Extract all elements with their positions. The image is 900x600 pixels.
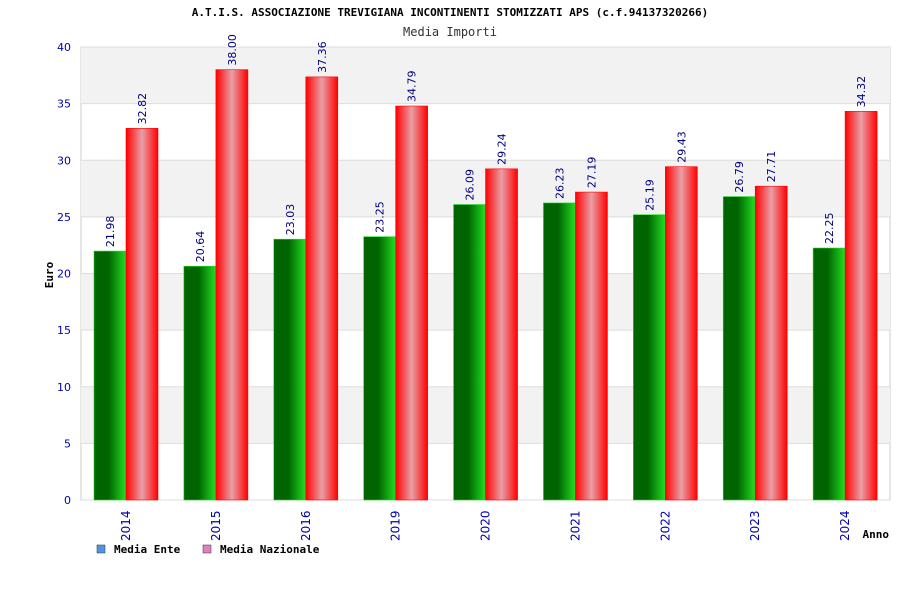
bar-media-nazionale [575,191,608,501]
bar-value-label: 23.25 [374,201,387,233]
bar-media-ente [183,265,217,501]
y-axis-label: Euro [43,261,56,288]
bar-value-label: 29.43 [675,131,688,163]
bar-value-label: 27.19 [585,157,598,189]
x-tick-label: 2023 [748,510,762,541]
x-tick-label: 2019 [389,510,403,541]
legend-label-ente: Media Ente [114,543,181,556]
legend: Media Ente Media Nazionale [96,543,320,556]
bar-value-label: 26.23 [553,167,566,199]
x-tick-label: 2014 [119,510,133,541]
x-tick-label: 2022 [658,510,672,541]
bar-value-label: 23.03 [284,204,297,236]
y-tick-label: 15 [57,324,71,337]
bar-value-label: 27.71 [765,151,778,183]
bar-media-nazionale [665,166,698,501]
y-tick-label: 25 [57,211,71,224]
bar-value-label: 21.98 [104,216,117,248]
x-axis-ticks: 2014 2015 2016 2019 2020 2021 2022 2023 2024 [119,510,852,541]
legend-swatch-nazionale [202,544,212,554]
bar-media-nazionale [215,69,249,501]
bar-media-ente [633,214,666,501]
bar-media-nazionale [485,168,518,501]
y-tick-label: 10 [57,381,71,394]
bar-value-label: 32.82 [136,93,149,125]
bar-media-nazionale [125,128,159,501]
bar-media-ente [273,238,307,501]
bar-value-label: 22.25 [823,213,836,245]
bar-value-label: 20.64 [194,231,207,263]
bar-media-ente [812,247,846,501]
bar-value-label: 26.79 [733,161,746,193]
bar-media-nazionale [305,76,339,501]
bar-media-nazionale [844,111,878,501]
bar-value-label: 34.79 [406,71,419,103]
x-axis-label: Anno [863,528,890,541]
plot-band [81,47,890,104]
bar-value-label: 38.00 [226,34,239,66]
bar-media-ente [93,250,127,501]
bar-media-nazionale [754,185,788,501]
value-labels: 21.98 32.82 20.64 38.00 23.03 37.36 23.25 34.79… [104,34,868,262]
bar-value-label: 26.09 [464,169,477,201]
legend-swatch-ente [96,544,106,554]
bar-value-label: 34.32 [855,76,868,108]
x-tick-label: 2016 [299,510,313,541]
y-tick-label: 0 [64,494,71,507]
y-tick-label: 30 [57,154,71,167]
y-tick-label: 35 [57,98,71,111]
y-tick-label: 5 [64,437,71,450]
legend-label-nazionale: Media Nazionale [220,543,320,556]
bars [93,69,878,501]
bar-media-ente [722,196,756,501]
bar-value-label: 25.19 [643,179,656,211]
chart-subtitle: Media Importi [403,25,497,39]
x-tick-label: 2020 [479,510,493,541]
bar-value-label: 29.24 [496,133,509,165]
x-tick-label: 2021 [568,510,582,541]
bar-media-nazionale [395,105,428,501]
x-tick-label: 2024 [838,510,852,541]
bar-media-ente [453,204,486,501]
y-tick-label: 20 [57,268,71,281]
bar-media-ente [543,202,576,501]
y-axis-ticks: 0 5 10 15 20 25 30 35 40 [57,41,71,507]
bar-value-label: 37.36 [316,41,329,73]
bar-media-ente [363,236,396,501]
y-tick-label: 40 [57,41,71,54]
chart-title: A.T.I.S. ASSOCIAZIONE TREVIGIANA INCONTI… [191,6,709,19]
x-tick-label: 2015 [209,510,223,541]
